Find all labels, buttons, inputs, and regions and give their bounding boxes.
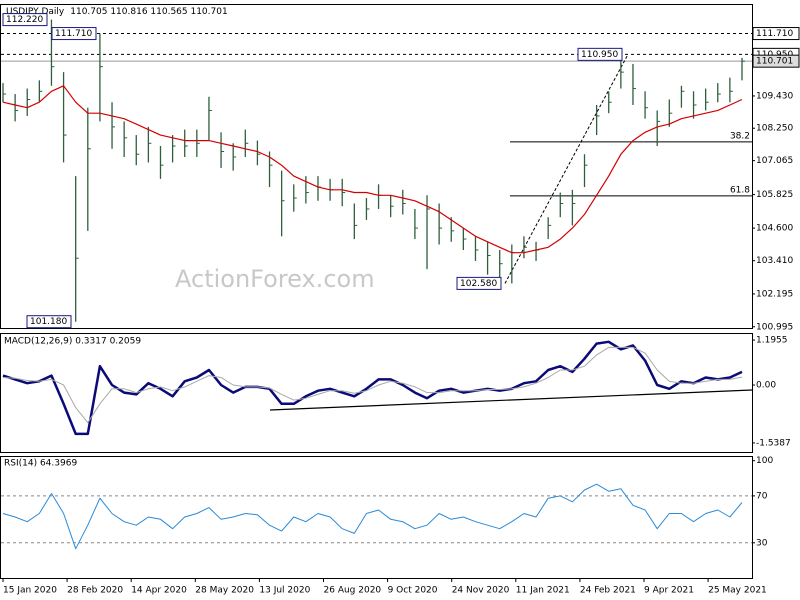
price-annotation: 101.180 xyxy=(30,317,67,327)
symbol: USDJPY,Daily xyxy=(6,7,65,17)
fib-label: 61.8 xyxy=(730,185,750,195)
y-tick-label: 100.995 xyxy=(756,322,793,332)
x-tick-label: 24 Feb 2021 xyxy=(580,586,636,596)
macd-trendline xyxy=(269,389,753,411)
fib-label: 38.2 xyxy=(730,131,750,141)
price-annotation-box xyxy=(26,315,72,329)
x-tick-label: 11 Jan 2021 xyxy=(516,586,570,596)
level-box xyxy=(752,27,800,41)
level-label: 111.710 xyxy=(756,29,793,39)
y-tick-label: 100 xyxy=(756,456,773,466)
watermark: ActionForex.com xyxy=(175,265,375,293)
y-tick-label: 103.410 xyxy=(756,256,793,266)
x-tick-label: 24 Nov 2020 xyxy=(452,586,510,596)
y-tick-label: 70 xyxy=(756,491,768,501)
series-line xyxy=(2,85,743,254)
y-tick-label: 104.600 xyxy=(756,224,793,234)
level-box xyxy=(752,54,800,68)
trendline xyxy=(504,54,629,284)
price-annotation-box xyxy=(51,27,97,41)
price-annotation: 102.580 xyxy=(460,279,497,289)
x-tick-label: 9 Oct 2020 xyxy=(388,586,438,596)
y-tick-label: 108.250 xyxy=(756,124,793,134)
x-tick-label: 15 Jan 2020 xyxy=(3,586,57,596)
x-tick-label: 28 May 2020 xyxy=(195,586,254,596)
series-line xyxy=(2,340,743,436)
price-annotation-box xyxy=(2,13,48,27)
y-tick-label: 1.1955 xyxy=(756,336,788,346)
y-tick-label: 30 xyxy=(756,538,768,548)
series-line xyxy=(2,346,743,424)
y-tick-label: 109.430 xyxy=(756,91,793,101)
y-tick-label: -1.5387 xyxy=(756,438,791,448)
price-annotation-box xyxy=(456,276,502,290)
level-label: 110.701 xyxy=(756,57,793,67)
price-header: USDJPY,Daily 110.705 110.816 110.565 110.… xyxy=(6,7,228,17)
y-tick-label: 107.065 xyxy=(756,156,793,166)
quote: 110.705 110.816 110.565 110.701 xyxy=(70,7,227,17)
y-tick-label: 0.00 xyxy=(756,381,776,391)
x-tick-label: 28 Feb 2020 xyxy=(67,586,123,596)
price-annotation: 111.710 xyxy=(55,29,92,39)
macd-header: MACD(12,26,9) 0.3317 0.2059 xyxy=(4,337,141,347)
rsi-panel-frame xyxy=(0,456,753,579)
price-panel-frame xyxy=(0,4,753,329)
price-annotation: 112.220 xyxy=(6,15,43,25)
y-tick-label: 102.195 xyxy=(756,289,793,299)
y-tick-label: 105.825 xyxy=(756,190,793,200)
macd-panel-frame xyxy=(0,333,753,453)
price-annotation-box xyxy=(577,47,623,61)
x-tick-label: 13 Jul 2020 xyxy=(259,586,310,596)
price-annotation: 110.950 xyxy=(581,50,618,60)
series-line xyxy=(2,483,743,550)
rsi-header: RSI(14) 64.3969 xyxy=(4,459,77,469)
x-tick-label: 26 Aug 2020 xyxy=(324,586,382,596)
x-tick-label: 25 May 2021 xyxy=(708,586,767,596)
x-tick-label: 9 Apr 2021 xyxy=(644,586,694,596)
x-tick-label: 14 Apr 2020 xyxy=(131,586,187,596)
